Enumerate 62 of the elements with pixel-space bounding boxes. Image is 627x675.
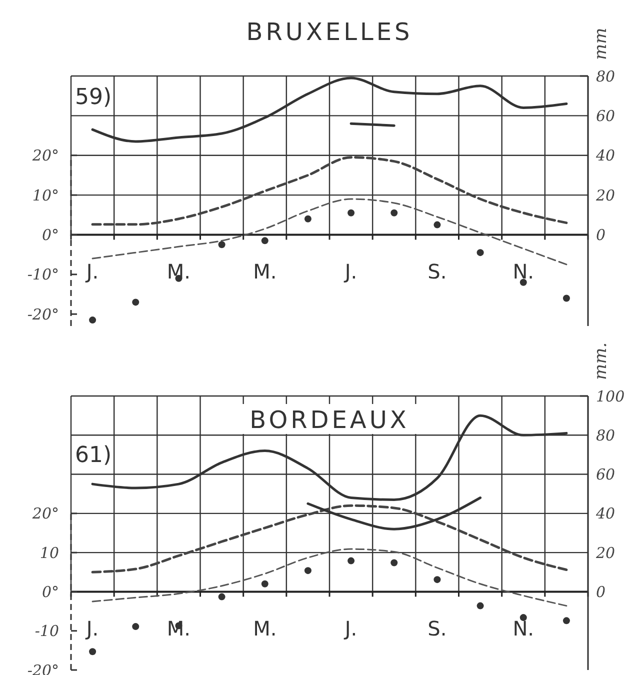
- point: [520, 278, 527, 286]
- x-tick-label: M.: [253, 616, 277, 641]
- y2-tick-label: 0: [596, 582, 606, 601]
- point: [562, 294, 570, 302]
- line-series: [92, 548, 568, 607]
- x-tick-label: M.: [166, 260, 191, 284]
- x-tick-label: S.: [428, 616, 447, 641]
- y-tick-label: 20°: [31, 146, 59, 165]
- point: [390, 209, 398, 216]
- annotation: 61): [75, 443, 112, 468]
- point: [562, 617, 570, 624]
- point: [348, 209, 355, 216]
- point: [261, 237, 268, 244]
- y2-tick-label: 20: [595, 544, 616, 562]
- chart-title: BRUXELLES: [246, 18, 413, 46]
- point: [476, 602, 484, 610]
- y2-tick-label: 60: [596, 466, 616, 484]
- y2-axis-title: mm.: [591, 342, 611, 380]
- y2-tick-label: 100: [596, 387, 626, 406]
- point: [476, 249, 484, 256]
- y-tick-label: -10°: [27, 266, 59, 284]
- y2-axis-title: mm: [591, 28, 611, 60]
- point: [132, 298, 140, 306]
- y2-tick-label: 80: [596, 426, 616, 444]
- point: [89, 316, 96, 324]
- y2-tick-label: 80: [596, 67, 616, 86]
- y-tick-label: 10°: [32, 186, 59, 204]
- point: [261, 580, 268, 588]
- point: [434, 221, 441, 228]
- y2-tick-label: 20: [595, 186, 616, 204]
- x-tick-label: N.: [512, 260, 534, 284]
- y2-tick-label: 40: [595, 146, 616, 165]
- y2-tick-label: 40: [595, 504, 616, 523]
- y-tick-label: 20°: [31, 504, 59, 523]
- point: [218, 593, 226, 600]
- x-tick-label: J.: [342, 616, 358, 641]
- x-tick-label: M.: [253, 260, 277, 284]
- x-tick-label: N.: [512, 616, 534, 641]
- point: [132, 623, 140, 630]
- point: [390, 559, 398, 566]
- y2-tick-label: 0: [596, 226, 606, 244]
- chart-title: BORDEAUX: [250, 406, 410, 434]
- point: [89, 648, 96, 656]
- line-series: [92, 198, 568, 266]
- y-tick-label: -20°: [27, 305, 59, 324]
- y2-tick-label: 60: [596, 106, 616, 125]
- line-series: [91, 156, 568, 226]
- point: [348, 557, 355, 564]
- y-tick-label: 0°: [42, 226, 59, 244]
- x-tick-label: J.: [84, 616, 99, 641]
- x-tick-label: S.: [428, 260, 447, 284]
- point: [434, 576, 441, 584]
- x-tick-label: J.: [84, 260, 99, 284]
- point: [304, 215, 312, 222]
- y-tick-label: 10: [40, 544, 60, 562]
- annotation: 59): [75, 85, 112, 110]
- y-tick-label: -10: [34, 622, 60, 640]
- x-tick-label: J.: [342, 260, 358, 284]
- point: [218, 241, 226, 248]
- y-tick-label: 0°: [42, 582, 59, 601]
- point: [304, 567, 312, 574]
- line-series: [91, 504, 568, 574]
